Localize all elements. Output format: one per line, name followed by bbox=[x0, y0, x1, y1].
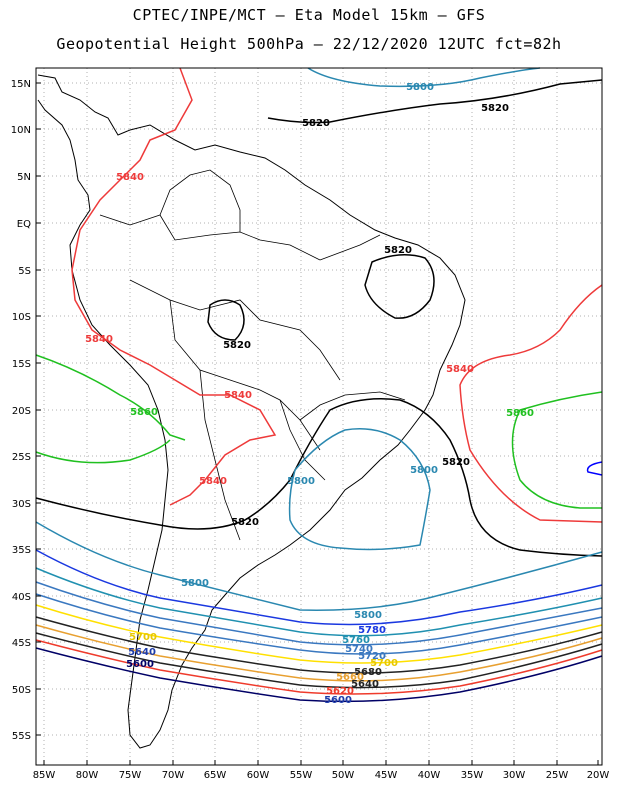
contour-label: 5640 bbox=[128, 647, 156, 658]
lat-tick-label: 50S bbox=[12, 685, 31, 696]
contour-label: 5660 bbox=[336, 672, 364, 683]
contour-5840-west bbox=[35, 439, 171, 464]
contour-label: 5640 bbox=[351, 679, 379, 690]
lat-tick-label: 35S bbox=[12, 545, 31, 556]
contour-5860-east bbox=[511, 391, 603, 509]
lat-tick-label: 20S bbox=[12, 406, 31, 417]
contour-5780-band bbox=[35, 549, 603, 626]
lat-tick-label: 45S bbox=[12, 638, 31, 649]
lon-tick-label: 55W bbox=[290, 770, 313, 781]
title-line-1: CPTEC/INPE/MCT – Eta Model 15km – GFS bbox=[132, 6, 486, 24]
contour-5820-south bbox=[35, 398, 603, 557]
contour-label: 5800 bbox=[406, 82, 434, 93]
contour-label: 5780 bbox=[358, 625, 386, 636]
contour-label: 5840 bbox=[224, 390, 252, 401]
contour-label: 5620 bbox=[326, 686, 354, 697]
contour-5820-north bbox=[267, 79, 603, 124]
contours bbox=[35, 67, 603, 703]
lon-tick-label: 50W bbox=[332, 770, 355, 781]
contour-5840-east bbox=[459, 284, 603, 523]
contour-5860-west bbox=[35, 354, 186, 441]
contour-label: 5600 bbox=[324, 695, 352, 706]
contour-label: 5800 bbox=[410, 465, 438, 476]
contour-5820-central-loop bbox=[207, 299, 245, 341]
lon-tick-label: 85W bbox=[33, 770, 56, 781]
map-frame bbox=[35, 67, 603, 766]
contour-label: 5820 bbox=[384, 245, 412, 256]
lon-tick-label: 40W bbox=[418, 770, 441, 781]
contour-label: 5840 bbox=[199, 476, 227, 487]
title-line-2: Geopotential Height 500hPa – 22/12/2020 … bbox=[56, 35, 562, 53]
contour-5800-south-inner bbox=[288, 428, 431, 551]
contour-label: 5860 bbox=[506, 408, 534, 419]
lon-tick-label: 30W bbox=[503, 770, 526, 781]
contour-label: 5700 bbox=[370, 658, 398, 669]
lat-tick-label: 55S bbox=[12, 731, 31, 742]
coastline bbox=[37, 74, 466, 749]
contour-5720-band bbox=[35, 593, 603, 655]
contour-label: 5800 bbox=[354, 610, 382, 621]
contour-label: 5680 bbox=[354, 667, 382, 678]
contour-label: 5600 bbox=[126, 659, 154, 670]
contour-5800-band bbox=[35, 521, 603, 611]
contour-label: 5800 bbox=[287, 476, 315, 487]
lat-tick-label: 30S bbox=[12, 499, 31, 510]
lon-tick-label: 35W bbox=[461, 770, 484, 781]
lon-tick-label: 75W bbox=[119, 770, 142, 781]
lat-tick-label: 25S bbox=[12, 452, 31, 463]
lat-tick-label: 5N bbox=[17, 172, 31, 183]
lat-tick-label: 15N bbox=[11, 79, 31, 90]
contour-5680-band bbox=[35, 616, 603, 674]
contour-label: 5840 bbox=[446, 364, 474, 375]
lat-tick-label: 15S bbox=[12, 359, 31, 370]
contour-label: 5740 bbox=[345, 644, 373, 655]
contour-5640-band bbox=[35, 632, 603, 689]
contour-5660-band bbox=[35, 624, 603, 682]
contour-5880 bbox=[586, 461, 603, 476]
contour-5840-north bbox=[71, 67, 277, 506]
contour-5800-north bbox=[307, 67, 541, 88]
contour-5620-band bbox=[35, 639, 603, 695]
contour-label: 5820 bbox=[231, 517, 259, 528]
contour-5760-band bbox=[35, 567, 603, 637]
contour-label: 5820 bbox=[481, 103, 509, 114]
lat-tick-label: 10S bbox=[12, 312, 31, 323]
lon-tick-label: 25W bbox=[546, 770, 569, 781]
contour-label: 5700 bbox=[129, 632, 157, 643]
contour-5600-band bbox=[35, 647, 603, 703]
contour-label: 5840 bbox=[85, 334, 113, 345]
lon-tick-label: 65W bbox=[204, 770, 227, 781]
lon-tick-label: 70W bbox=[162, 770, 185, 781]
lon-axis: 85W 80W 75W 70W 65W 60W 55W 50W 45W 40W 35W 30W 25W 2… bbox=[33, 760, 610, 781]
contour-label: 5820 bbox=[442, 457, 470, 468]
lat-axis: 15N 10N 5N EQ 5S 10S 15S 20S 25S 30S 35S 40S 45S 50S 5… bbox=[11, 79, 41, 742]
contour-label: 5720 bbox=[358, 651, 386, 662]
contour-label: 5840 bbox=[116, 172, 144, 183]
lat-tick-label: 10N bbox=[11, 125, 31, 136]
contour-5740-band bbox=[35, 581, 603, 646]
lat-tick-label: EQ bbox=[17, 219, 31, 230]
contour-label: 5760 bbox=[342, 635, 370, 646]
contour-label: 5800 bbox=[181, 578, 209, 589]
contour-label: 5820 bbox=[223, 340, 251, 351]
lat-tick-label: 5S bbox=[18, 266, 31, 277]
contour-label: 5860 bbox=[130, 407, 158, 418]
contour-5820-ne-loop bbox=[364, 254, 435, 319]
contour-labels: 5800 5820 5820 5840 5820 5840 5820 5840 5840 5860… bbox=[85, 82, 534, 706]
lat-tick-label: 40S bbox=[12, 592, 31, 603]
contour-label: 5820 bbox=[302, 118, 330, 129]
contour-5700-band bbox=[35, 604, 603, 664]
lon-tick-label: 45W bbox=[375, 770, 398, 781]
lon-tick-label: 20W bbox=[587, 770, 610, 781]
country-borders bbox=[99, 169, 406, 541]
lon-tick-label: 60W bbox=[247, 770, 270, 781]
lon-tick-label: 80W bbox=[76, 770, 99, 781]
